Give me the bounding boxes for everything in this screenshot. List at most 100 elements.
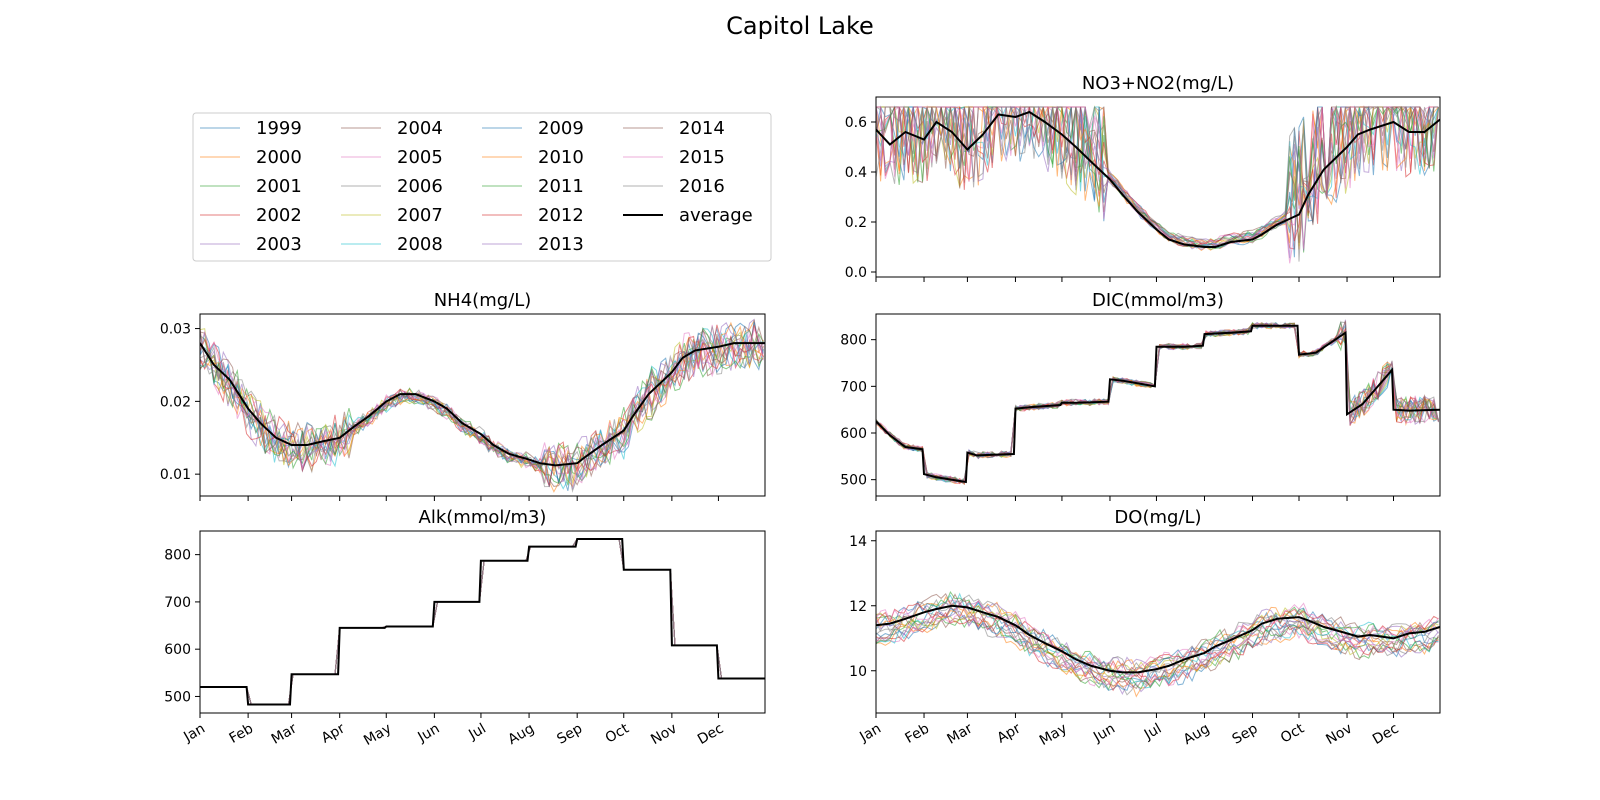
y-tick-label: 0.03 [160,322,191,338]
legend-label: average [679,205,753,226]
legend-label: 2011 [538,176,584,197]
legend-frame [192,112,772,262]
series-line-year [876,106,1439,249]
series-group [876,590,1440,698]
legend-label: 2003 [256,234,302,255]
legend: 1999 2000 2001 2002 2003 2004 2005 2006 2007 2008… [192,112,772,262]
y-tick-label: 600 [840,426,867,442]
y-tick-label: 0.01 [160,467,191,483]
series-group [200,318,765,493]
series-line-year [876,106,1439,249]
x-tick-label: Apr [994,720,1023,746]
x-tick-label: Oct [1278,720,1307,746]
x-tick-label: May [1037,721,1070,749]
y-tick-label: 0.0 [845,265,867,281]
legend-label: 2000 [256,147,302,168]
legend-label: 2014 [679,118,725,139]
x-tick-label: May [361,721,394,749]
plot-alk: Alk(mmol/m3) 500 600 700 800 Jan Feb Mar Apr May J… [164,507,766,749]
x-tick-label: Jul [465,721,489,744]
y-tick-label: 0.4 [845,165,867,181]
legend-label: 2010 [538,147,584,168]
series-line-year [876,598,1439,696]
panel-title: Alk(mmol/m3) [419,507,547,528]
legend-label: 2006 [397,176,443,197]
series-line-year [876,105,1439,262]
series-line-year [200,326,764,493]
legend-label: 2001 [256,176,302,197]
axes-frame [199,530,766,714]
y-tick-label: 800 [840,333,867,349]
plot-dic: DIC(mmol/m3) 500 600 700 800 [840,290,1441,501]
panel-title: DIC(mmol/m3) [1092,290,1224,311]
series-line-year [876,594,1439,683]
x-tick-label: Nov [648,721,680,749]
y-tick-label: 600 [164,642,191,658]
series-group [876,105,1440,264]
series-line-average [876,604,1440,674]
series-line-average [876,110,1440,248]
plot-nh4: NH4(mg/L) 0.01 0.02 0.03 [160,290,766,501]
series-line-year [876,592,1439,689]
legend-label: 2002 [256,205,302,226]
y-tick-label: 500 [840,473,867,489]
y-tick-label: 0.2 [845,215,867,231]
x-tick-label: Jun [1090,721,1118,746]
legend-label: 2015 [679,147,725,168]
x-tick-label: Nov [1323,721,1355,749]
series-group [200,538,765,706]
legend-label: 2007 [397,205,443,226]
x-tick-label: Apr [319,720,348,746]
legend-label: 2004 [397,118,443,139]
legend-label: 2016 [679,176,725,197]
x-tick-label: Sep [554,721,585,748]
x-tick-label: Feb [903,721,933,747]
x-tick-label: Jun [415,721,443,746]
panel-title: DO(mg/L) [1114,507,1201,528]
x-tick-label: Aug [1181,721,1213,749]
legend-label: 2013 [538,234,584,255]
x-tick-label: Dec [695,721,726,748]
series-line-average [200,538,765,706]
y-tick-label: 10 [849,664,867,680]
series-line-year [876,609,1439,684]
series-line-year [876,601,1439,678]
series-line-year [876,593,1439,690]
y-tick-label: 700 [840,379,867,395]
series-line-year [876,590,1439,690]
y-tick-label: 500 [164,689,191,705]
series-line-year [876,602,1439,687]
figure-title: Capitol Lake [726,12,874,40]
y-tick-label: 0.02 [160,394,191,410]
panel-title: NH4(mg/L) [434,290,532,311]
y-tick-label: 700 [164,595,191,611]
x-tick-label: Oct [603,720,632,746]
series-line-year [876,105,1439,247]
legend-label: 2012 [538,205,584,226]
series-line-year [876,320,1439,483]
axes-frame [875,530,1441,714]
plot-do: DO(mg/L) 10 12 14 Jan Feb Mar Apr May Jun Jul Aug Se… [849,507,1441,749]
panel-title: NO3+NO2(mg/L) [1082,73,1234,94]
x-tick-label: Jan [180,721,208,746]
axes-frame [875,96,1441,278]
x-tick-label: Dec [1370,721,1401,748]
x-tick-label: Mar [269,720,300,747]
y-tick-label: 14 [849,534,867,550]
legend-label: 2005 [397,147,443,168]
legend-label: 2009 [538,118,584,139]
x-tick-label: Aug [505,721,537,749]
x-tick-label: Jan [856,721,884,746]
x-tick-label: Jul [1141,721,1165,744]
x-tick-label: Feb [227,721,257,747]
y-tick-label: 800 [164,548,191,564]
y-tick-label: 12 [849,599,867,615]
x-tick-label: Mar [945,720,976,747]
axes-frame [875,313,1441,497]
series-group [876,319,1440,486]
legend-label: 1999 [256,118,302,139]
series-line-year [200,325,764,487]
plot-no3-no2: NO3+NO2(mg/L) 0.0 0.2 0.4 0.6 [845,73,1441,282]
series-line-average [876,324,1440,484]
